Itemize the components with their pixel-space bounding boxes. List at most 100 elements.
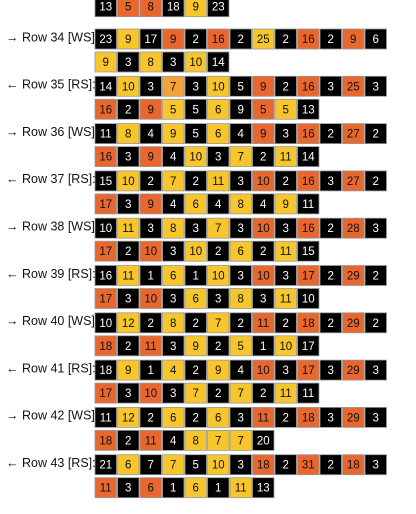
stitch-cell — [184, 240, 207, 262]
stitch-count: 13 — [302, 104, 315, 116]
stitch-cell — [229, 454, 252, 476]
row-label: ← Row 39 [RS]: — [6, 267, 96, 281]
stitch-cell — [139, 454, 162, 476]
stitch-cell — [274, 335, 297, 357]
stitch-cell — [139, 123, 162, 144]
stitch-cell — [94, 28, 117, 50]
stitch-count: 10 — [99, 318, 112, 330]
stitch-count: 2 — [283, 460, 289, 472]
stitch-cell — [229, 193, 252, 215]
stitch-cell — [229, 28, 252, 50]
stitch-cell — [364, 265, 387, 286]
stitch-count: 2 — [328, 223, 334, 235]
stitch-count: 3 — [238, 176, 244, 188]
stitch-cell — [229, 240, 252, 262]
stitch-count: 2 — [125, 341, 131, 353]
stitch-cell — [207, 312, 230, 334]
stitch-cell — [162, 312, 185, 334]
stitch-count: 2 — [260, 388, 266, 400]
stitch-count: 3 — [125, 483, 131, 495]
stitch-cell — [117, 75, 140, 97]
stitch-count: 6 — [148, 483, 154, 495]
stitch-cell — [274, 240, 297, 262]
stitch-count: 11 — [302, 199, 314, 211]
stitch-cell — [139, 193, 162, 215]
stitch-cell — [184, 0, 207, 18]
stitch-cell — [94, 51, 117, 73]
stitch-cell — [94, 382, 117, 404]
stitch-cell — [207, 98, 230, 120]
stitch-count: 21 — [99, 460, 112, 472]
stitch-count: 6 — [238, 246, 244, 258]
stitch-cell — [117, 28, 140, 50]
stitch-cell — [297, 28, 320, 50]
stitch-count: 2 — [328, 318, 334, 330]
stitch-cell — [184, 123, 207, 144]
stitch-cell — [94, 217, 117, 239]
stitch-count: 9 — [238, 104, 244, 116]
stitch-count: 18 — [257, 460, 270, 472]
stitch-count: 8 — [170, 223, 176, 235]
stitch-cell — [229, 217, 252, 239]
stitch-cell — [274, 265, 297, 286]
stitch-cell — [184, 359, 207, 381]
row-label: ← Row 37 [RS]: — [6, 172, 96, 186]
stitch-cell — [342, 265, 365, 286]
stitch-count: 2 — [125, 435, 131, 447]
stitch-count: 11 — [100, 129, 112, 141]
row-label: → Row 40 [WS]: — [6, 314, 98, 328]
stitch-cell — [229, 429, 252, 451]
stitch-cell — [364, 75, 387, 97]
stitch-cell — [364, 28, 387, 50]
stitch-cell — [252, 265, 275, 286]
stitch-count: 6 — [125, 460, 131, 472]
stitch-cell — [184, 28, 207, 50]
stitch-cell — [252, 382, 275, 404]
stitch-count: 7 — [215, 223, 221, 235]
stitch-cell — [297, 123, 320, 144]
stitch-cell — [117, 146, 140, 168]
stitch-count: 12 — [122, 412, 135, 424]
stitch-count: 3 — [283, 129, 289, 141]
stitch-count: 8 — [170, 318, 176, 330]
stitch-count: 11 — [302, 388, 314, 400]
stitch-cell — [229, 170, 252, 192]
stitch-count: 4 — [170, 365, 177, 377]
stitch-count: 2 — [328, 271, 334, 283]
stitch-count: 2 — [373, 129, 379, 141]
stitch-cell — [229, 312, 252, 334]
stitch-cell — [274, 146, 297, 168]
stitch-cell — [297, 146, 320, 168]
stitch-cell — [229, 335, 252, 357]
stitch-count: 17 — [99, 388, 112, 400]
stitch-cell — [94, 265, 117, 286]
stitch-count: 7 — [238, 152, 244, 164]
stitch-cell — [162, 406, 185, 428]
stitch-count: 4 — [215, 199, 222, 211]
stitch-cell — [342, 359, 365, 381]
stitch-count: 6 — [373, 34, 379, 46]
stitch-count: 3 — [328, 365, 334, 377]
stitch-count: 10 — [122, 176, 135, 188]
stitch-count: 29 — [347, 412, 360, 424]
stitch-cell — [139, 51, 162, 73]
stitch-cell — [94, 146, 117, 168]
stitch-count: 2 — [148, 412, 154, 424]
stitch-cell — [297, 359, 320, 381]
stitch-count: 17 — [302, 341, 315, 353]
stitch-cell — [297, 98, 320, 120]
stitch-count: 2 — [260, 152, 266, 164]
row-label: → Row 38 [WS]: — [6, 219, 98, 233]
stitch-cell — [207, 288, 230, 309]
stitch-cell — [274, 217, 297, 239]
stitch-count: 7 — [193, 388, 199, 400]
stitch-count: 18 — [302, 318, 315, 330]
stitch-cell — [342, 406, 365, 428]
stitch-cell — [184, 288, 207, 309]
stitch-cell — [117, 335, 140, 357]
stitch-count: 3 — [125, 199, 131, 211]
stitch-cell — [162, 193, 185, 215]
stitch-count: 1 — [170, 483, 176, 495]
stitch-count: 3 — [373, 412, 379, 424]
stitch-count: 17 — [144, 34, 157, 46]
